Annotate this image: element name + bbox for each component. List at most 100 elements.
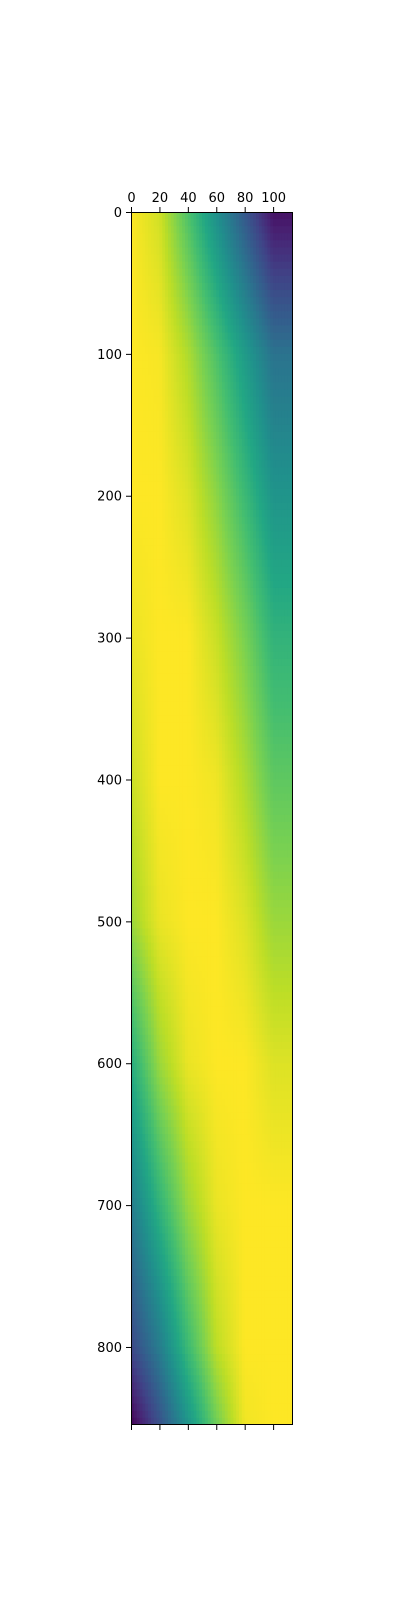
heatmap-cell bbox=[267, 729, 271, 738]
heatmap-cell bbox=[199, 389, 203, 398]
heatmap-cell bbox=[267, 268, 271, 277]
heatmap-cell bbox=[142, 389, 146, 398]
heatmap-cell bbox=[281, 609, 286, 617]
heatmap-cell bbox=[241, 325, 246, 334]
heatmap-cell bbox=[148, 360, 152, 369]
heatmap-cell bbox=[136, 545, 141, 554]
heatmap-cell bbox=[202, 346, 206, 355]
heatmap-cell bbox=[244, 779, 249, 788]
heatmap-cell bbox=[136, 829, 141, 837]
heatmap-cell bbox=[148, 701, 152, 710]
heatmap-cell bbox=[267, 517, 271, 525]
heatmap-cell bbox=[204, 552, 209, 561]
heatmap-cell bbox=[202, 800, 206, 809]
heatmap-cell bbox=[278, 339, 283, 348]
heatmap-cell bbox=[258, 233, 263, 241]
heatmap-cell bbox=[204, 644, 209, 653]
heatmap-cell bbox=[196, 431, 200, 440]
heatmap-cell bbox=[250, 786, 254, 795]
heatmap-cell bbox=[287, 446, 291, 454]
heatmap-cell bbox=[176, 545, 180, 554]
heatmap-cell bbox=[176, 587, 180, 596]
heatmap-cell bbox=[136, 807, 141, 816]
heatmap-cell bbox=[187, 268, 192, 277]
heatmap-cell bbox=[148, 382, 152, 390]
heatmap-cell bbox=[148, 226, 152, 234]
heatmap-cell bbox=[179, 552, 183, 561]
heatmap-cell bbox=[133, 453, 138, 461]
heatmap-cell bbox=[131, 453, 135, 461]
heatmap-cell bbox=[199, 694, 203, 703]
heatmap-cell bbox=[236, 304, 240, 312]
heatmap-cell bbox=[290, 538, 293, 546]
heatmap-cell bbox=[173, 304, 178, 312]
heatmap-cell bbox=[239, 219, 243, 227]
heatmap-cell bbox=[204, 658, 209, 667]
heatmap-cell bbox=[284, 212, 288, 220]
heatmap-cell bbox=[207, 410, 212, 419]
heatmap-cell bbox=[193, 651, 197, 660]
heatmap-cell bbox=[159, 708, 163, 717]
heatmap-cell bbox=[133, 311, 138, 319]
heatmap-cell bbox=[261, 460, 266, 468]
heatmap-cell bbox=[227, 552, 232, 561]
heatmap-cell bbox=[273, 630, 277, 639]
heatmap-cell bbox=[278, 297, 283, 305]
heatmap-cell bbox=[156, 268, 161, 277]
heatmap-cell bbox=[159, 814, 163, 823]
heatmap-cell bbox=[233, 212, 237, 220]
heatmap-cell bbox=[207, 772, 212, 781]
heatmap-cell bbox=[190, 708, 195, 717]
heatmap-cell bbox=[176, 807, 180, 816]
heatmap-cell bbox=[236, 417, 240, 426]
heatmap-cell bbox=[199, 758, 203, 766]
heatmap-cell bbox=[179, 488, 183, 497]
heatmap-cell bbox=[196, 424, 200, 433]
heatmap-cell bbox=[182, 538, 186, 546]
heatmap-cell bbox=[159, 240, 163, 249]
heatmap-cell bbox=[204, 517, 209, 525]
heatmap-cell bbox=[270, 807, 274, 816]
heatmap-cell bbox=[267, 360, 271, 369]
heatmap-cell bbox=[213, 665, 217, 674]
heatmap-cell bbox=[258, 254, 263, 263]
heatmap-cell bbox=[139, 786, 143, 795]
heatmap-cell bbox=[182, 517, 186, 525]
heatmap-cell bbox=[256, 368, 260, 376]
heatmap-cell bbox=[193, 275, 197, 284]
heatmap-cell bbox=[261, 332, 266, 341]
heatmap-cell bbox=[210, 417, 215, 426]
heatmap-cell bbox=[219, 800, 223, 809]
heatmap-cell bbox=[131, 566, 135, 575]
heatmap-cell bbox=[196, 729, 200, 738]
heatmap-cell bbox=[150, 268, 155, 277]
heatmap-cell bbox=[273, 623, 277, 632]
heatmap-cell bbox=[173, 297, 178, 305]
heatmap-cell bbox=[270, 609, 274, 617]
heatmap-cell bbox=[170, 580, 175, 589]
heatmap-cell bbox=[185, 687, 189, 695]
heatmap-cell bbox=[244, 822, 249, 830]
heatmap-cell bbox=[219, 524, 223, 532]
heatmap-cell bbox=[258, 658, 263, 667]
heatmap-cell bbox=[187, 375, 192, 383]
heatmap-cell bbox=[264, 616, 269, 625]
heatmap-cell bbox=[179, 339, 183, 348]
heatmap-cell bbox=[193, 233, 197, 241]
heatmap-cell bbox=[150, 360, 155, 369]
heatmap-cell bbox=[156, 403, 161, 412]
heatmap-cell bbox=[131, 410, 135, 419]
heatmap-cell bbox=[167, 715, 172, 724]
heatmap-cell bbox=[204, 602, 209, 610]
heatmap-cell bbox=[210, 304, 215, 312]
heatmap-cell bbox=[196, 325, 200, 334]
heatmap-cell bbox=[250, 687, 254, 695]
heatmap-cell bbox=[239, 630, 243, 639]
heatmap-cell bbox=[170, 403, 175, 412]
heatmap-cell bbox=[213, 431, 217, 440]
heatmap-cell bbox=[199, 226, 203, 234]
heatmap-cell bbox=[145, 665, 149, 674]
heatmap-cell bbox=[190, 765, 195, 773]
heatmap-cell bbox=[278, 353, 283, 362]
heatmap-cell bbox=[253, 701, 257, 710]
